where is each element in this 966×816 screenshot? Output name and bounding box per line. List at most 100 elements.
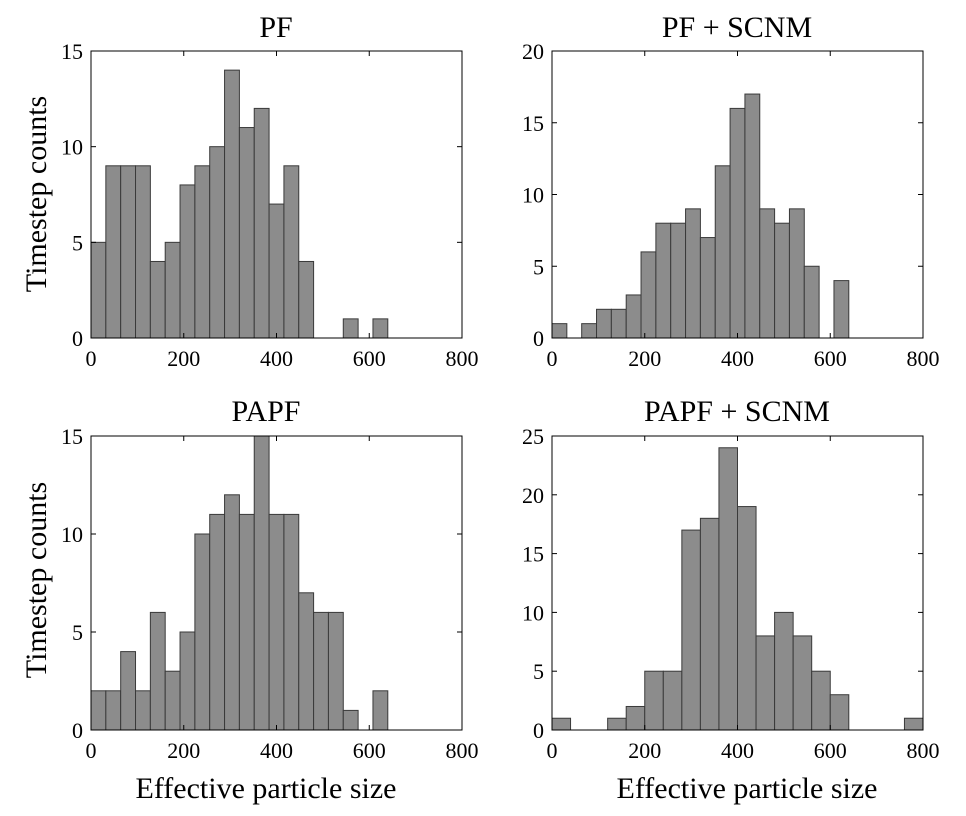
x-tick-label: 400: [260, 346, 293, 371]
panel-papf-scnm: PAPF + SCNM Effective particle size 0 200…: [522, 395, 940, 805]
y-tick-label: 20: [522, 483, 544, 508]
histogram-bar: [662, 670, 683, 731]
histogram-bar: [120, 165, 137, 339]
y-tick-label: 5: [533, 659, 544, 684]
histogram-bar: [625, 294, 642, 339]
histogram-bar: [253, 107, 270, 339]
histogram-bar: [699, 517, 720, 731]
y-tick-label: 0: [72, 718, 83, 743]
histogram-bar: [610, 308, 627, 339]
x-tick-label: 0: [86, 738, 97, 763]
histogram-bar: [755, 635, 776, 731]
histogram-bar: [607, 717, 627, 731]
histogram-bar: [718, 447, 739, 731]
histogram-bar: [298, 260, 315, 339]
histogram-bar: [744, 93, 761, 339]
histogram-bar: [792, 635, 813, 731]
histogram-bar: [209, 146, 226, 339]
histogram-bar: [759, 208, 776, 339]
y-ticks: 0 5 10 15: [61, 39, 462, 351]
panel-title: PF: [259, 11, 292, 44]
x-tick-label: 0: [86, 346, 97, 371]
x-ticks: 0 200 400 600 800: [86, 436, 479, 763]
x-tick-label: 200: [628, 738, 661, 763]
histogram-bar: [283, 165, 300, 339]
y-tick-label: 15: [522, 111, 544, 136]
histogram-bar: [581, 323, 598, 339]
histogram-bar: [803, 265, 820, 339]
y-tick-label: 25: [522, 424, 544, 449]
x-ticks: 0 200 400 600 800: [547, 51, 940, 371]
x-tick-label: 800: [907, 346, 940, 371]
x-tick-label: 600: [353, 738, 386, 763]
x-tick-label: 200: [167, 738, 200, 763]
histogram-bar: [179, 184, 196, 339]
y-tick-label: 10: [522, 600, 544, 625]
y-tick-label: 10: [522, 183, 544, 208]
histogram-bar: [685, 208, 701, 339]
y-tick-label: 20: [522, 39, 544, 64]
histogram-bar: [90, 241, 107, 339]
histogram-bar: [164, 241, 181, 339]
x-tick-label: 800: [446, 738, 479, 763]
histogram-bar: [372, 690, 389, 731]
y-tick-label: 15: [61, 39, 83, 64]
y-tick-label: 5: [72, 230, 83, 255]
histogram-bar: [224, 494, 240, 731]
x-tick-label: 400: [721, 738, 754, 763]
histogram-bar: [596, 308, 612, 339]
panel-papf: PAPF Timestep counts Effective particle …: [20, 395, 479, 805]
histogram-bar: [729, 107, 746, 339]
histogram-bar: [268, 203, 285, 339]
histogram-bar: [903, 717, 924, 731]
y-tick-label: 5: [533, 254, 544, 279]
histogram-bar: [135, 165, 151, 339]
panel-pf-scnm: PF + SCNM 0 200 400 600 800 0 5 10 15 20: [522, 11, 940, 371]
histogram-bar: [681, 529, 701, 731]
histogram-bar: [90, 690, 107, 731]
histogram-bar: [194, 165, 211, 339]
histogram-bar: [224, 69, 240, 339]
bars: [90, 435, 389, 731]
x-tick-label: 600: [353, 346, 386, 371]
histogram-bar: [372, 318, 389, 339]
x-axis-label: Effective particle size: [617, 772, 878, 805]
histogram-bar: [179, 631, 196, 731]
histogram-bar: [238, 513, 255, 731]
bars: [90, 69, 389, 339]
panel-title: PAPF: [232, 395, 301, 428]
histogram-bar: [149, 611, 166, 731]
histogram-bar: [313, 611, 329, 731]
y-axis-label: Timestep counts: [20, 482, 53, 678]
x-tick-label: 400: [721, 346, 754, 371]
histogram-bar: [737, 506, 757, 731]
histogram-bar: [105, 690, 122, 731]
histogram-bar: [788, 208, 805, 339]
histogram-bar: [342, 318, 359, 339]
x-tick-label: 0: [547, 346, 558, 371]
histogram-bar: [149, 260, 166, 339]
histogram-bar: [655, 222, 672, 339]
histogram-bar: [625, 705, 646, 731]
histogram-bar: [120, 651, 137, 731]
histogram-bar: [811, 670, 831, 731]
histogram-bar: [774, 222, 790, 339]
bars: [551, 93, 850, 339]
x-tick-label: 400: [260, 738, 293, 763]
x-axis-label: Effective particle size: [136, 772, 397, 805]
y-tick-label: 5: [72, 620, 83, 645]
y-ticks: 0 5 10 15 20: [522, 39, 923, 351]
histogram-bar: [342, 709, 359, 731]
x-tick-label: 600: [814, 346, 847, 371]
histogram-bar: [268, 513, 285, 731]
y-tick-label: 0: [533, 326, 544, 351]
y-ticks: 0 5 10 15 20 25: [522, 424, 923, 743]
histogram-bar: [829, 694, 850, 731]
y-ticks: 0 5 10 15: [61, 424, 462, 743]
panel-pf: PF Timestep counts 0 200 400 600 800 0 5 10 15: [20, 11, 479, 371]
histogram-bar: [135, 690, 151, 731]
panel-title: PF + SCNM: [662, 11, 812, 44]
x-ticks: 0 200 400 600 800: [547, 436, 940, 763]
histogram-bar: [833, 280, 850, 339]
histogram-bar: [194, 533, 211, 731]
